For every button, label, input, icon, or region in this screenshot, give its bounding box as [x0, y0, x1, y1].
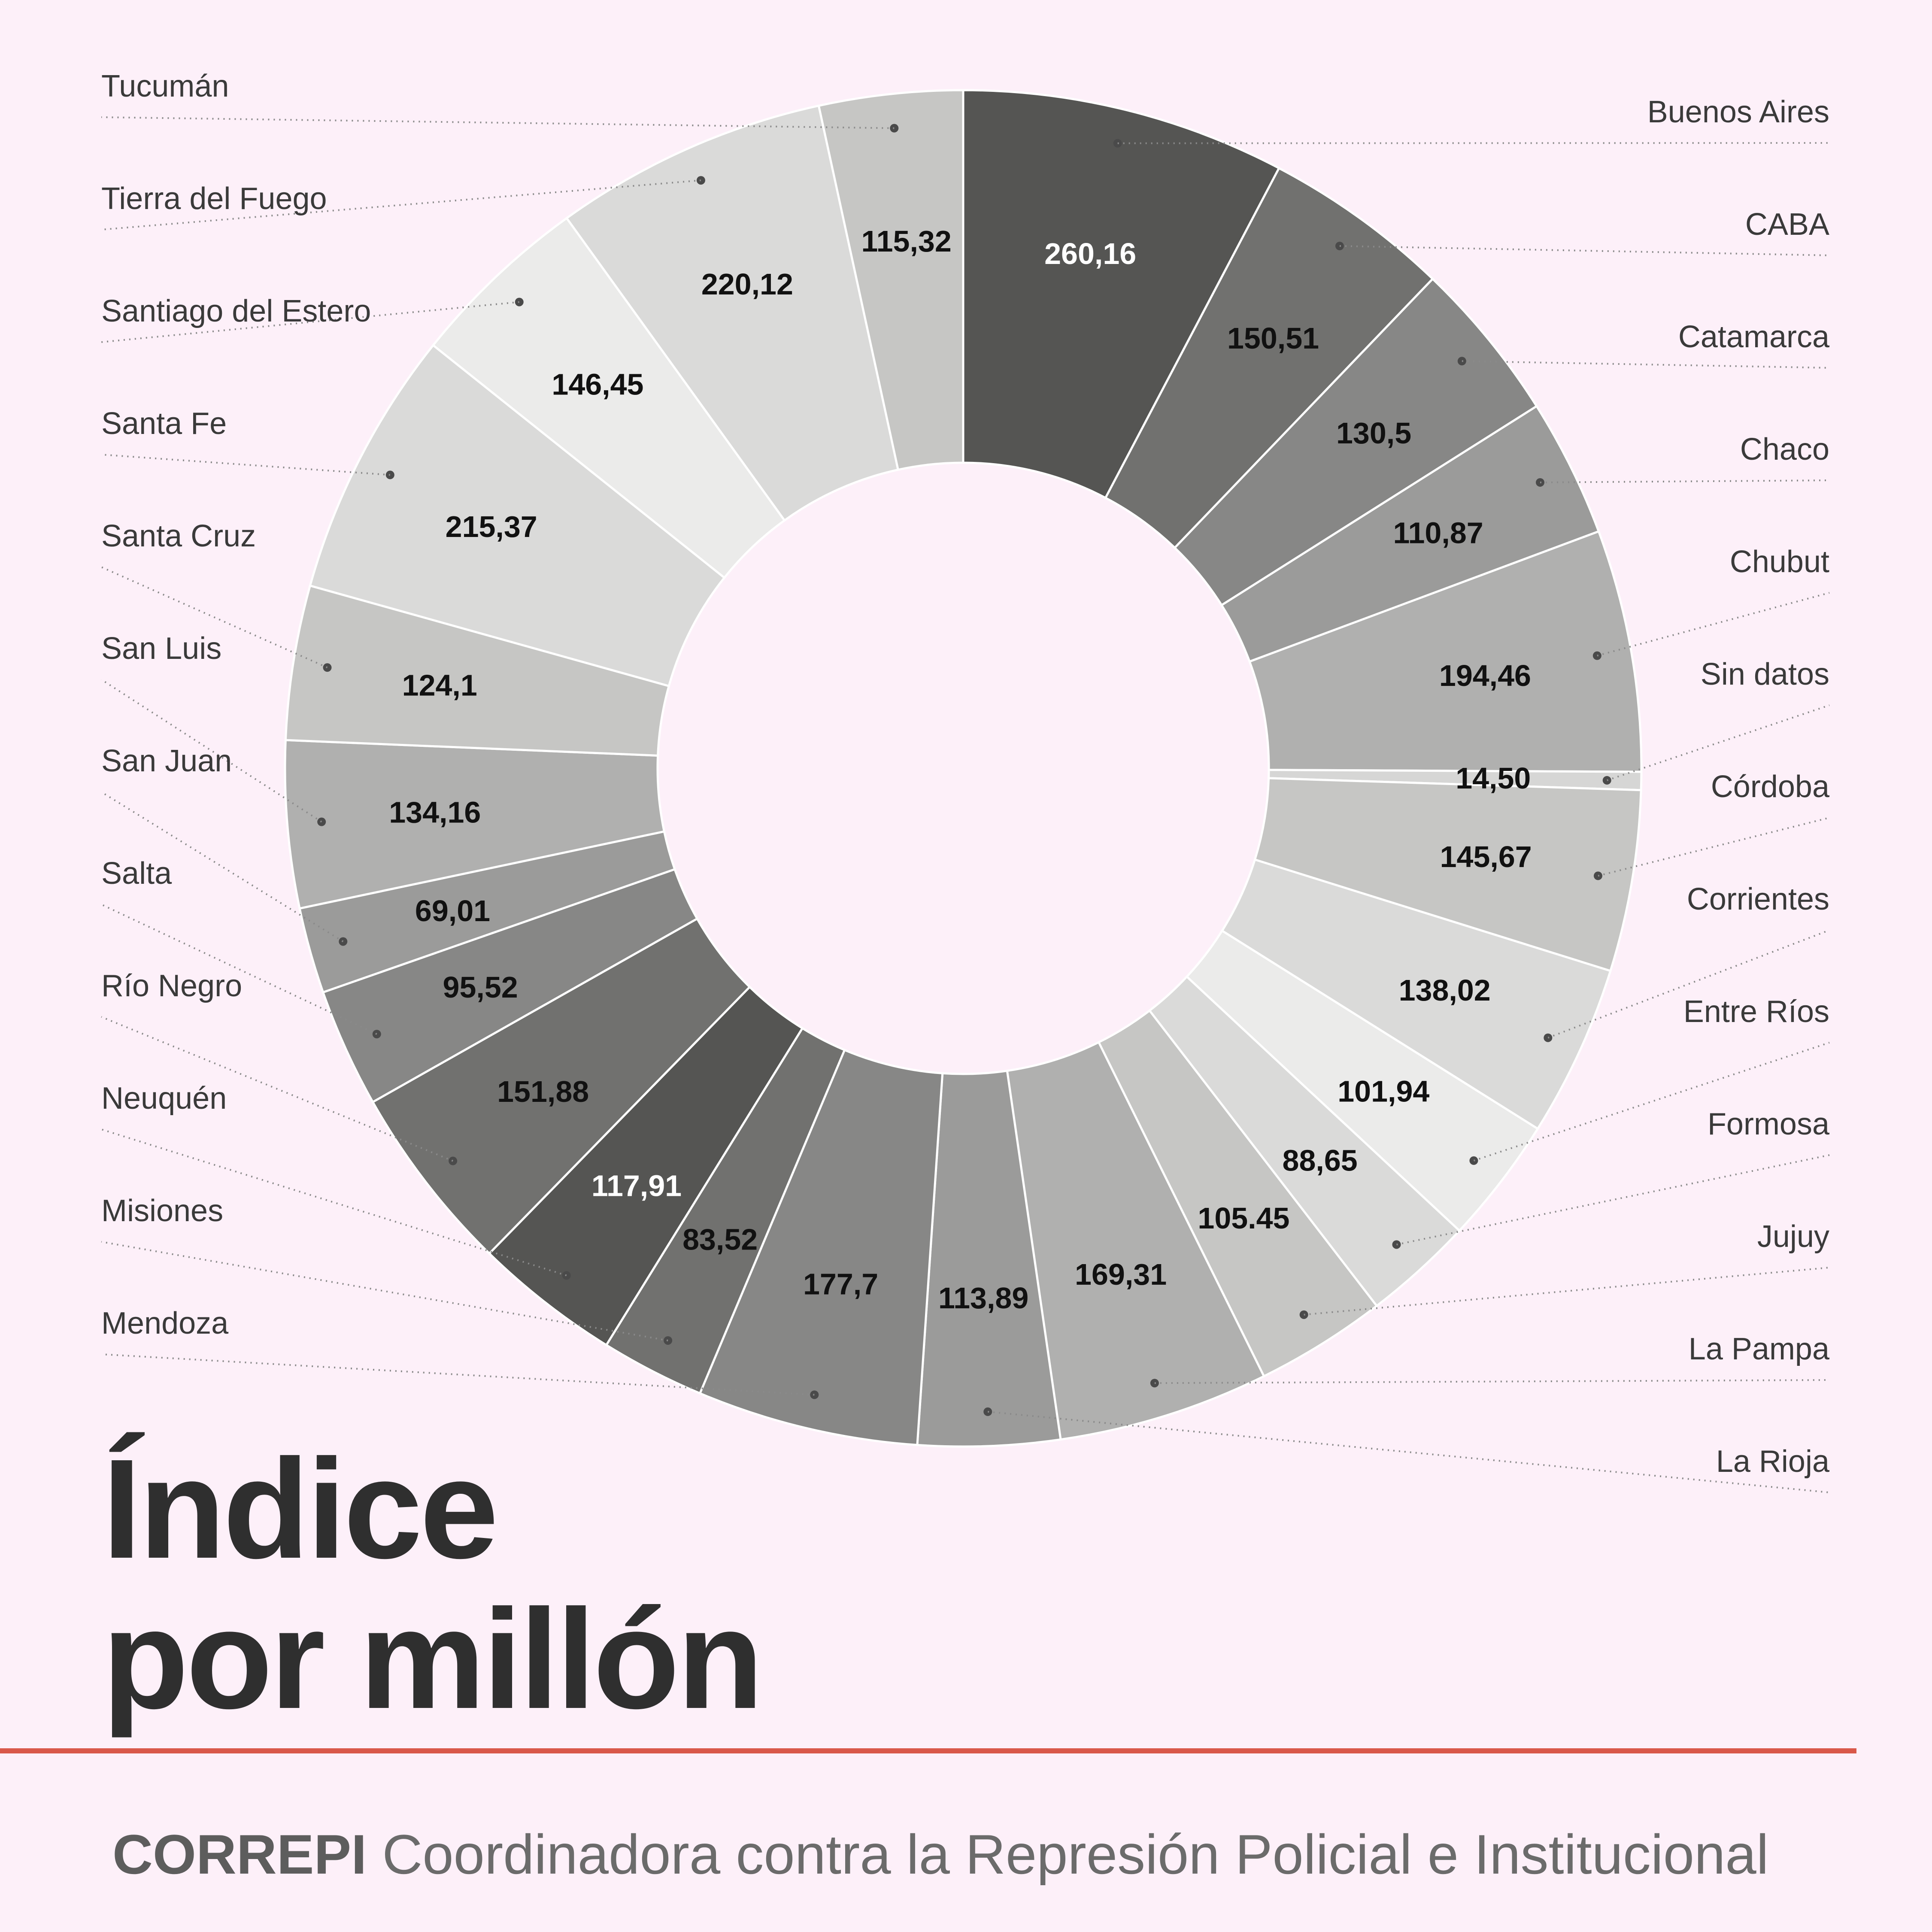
- leader-line: [101, 1016, 453, 1162]
- leader-line: [1339, 245, 1830, 256]
- value-label-catamarca: 130,5: [1336, 416, 1411, 450]
- leader-line: [101, 454, 390, 476]
- value-label-santiago-del-estero: 146,45: [552, 368, 643, 401]
- leader-line: [1462, 360, 1830, 369]
- slice-tucuman: [817, 89, 964, 471]
- chart-title: Índice por millón: [102, 1429, 764, 1738]
- value-label-salta: 95,52: [443, 971, 518, 1004]
- slice-la-pampa: [1006, 1040, 1265, 1441]
- value-label-jujuy: 105.45: [1198, 1201, 1289, 1235]
- chart-title-line1: Índice: [102, 1429, 499, 1588]
- value-label-santa-fe: 215,37: [446, 510, 537, 543]
- leader-line: [101, 1241, 668, 1341]
- category-label-misiones: Misiones: [101, 1194, 223, 1228]
- leader-line: [1473, 1042, 1830, 1162]
- leader-line: [1607, 704, 1830, 781]
- category-label-catamarca: Catamarca: [1678, 320, 1830, 354]
- category-label-la-rioja: La Rioja: [1716, 1444, 1830, 1479]
- leader-line: [100, 679, 322, 823]
- value-label-cordoba: 145,67: [1440, 840, 1532, 873]
- footer-org-name: Coordinadora contra la Represión Policia…: [382, 1823, 1769, 1886]
- value-label-chubut: 194,46: [1439, 659, 1531, 692]
- category-label-chaco: Chaco: [1740, 432, 1829, 467]
- footer-credit: CORREPI Coordinadora contra la Represión…: [112, 1820, 1769, 1889]
- leader-line: [101, 116, 895, 129]
- slice-santiago-del-estero: [431, 216, 786, 579]
- category-label-corrientes: Corrientes: [1687, 882, 1829, 916]
- chart-title-line2: por millón: [102, 1580, 764, 1738]
- category-label-salta: Salta: [101, 856, 172, 891]
- value-label-la-rioja: 113,89: [938, 1281, 1028, 1315]
- category-label-buenos-aires: Buenos Aires: [1647, 95, 1829, 129]
- category-label-sin-datos: Sin datos: [1701, 657, 1829, 692]
- category-label-santiago-del-estero: Santiago del Estero: [101, 294, 371, 328]
- category-label-san-luis: San Luis: [101, 631, 221, 666]
- value-label-san-luis: 134,16: [389, 796, 481, 829]
- value-label-chaco: 110,87: [1393, 516, 1483, 550]
- footer-divider: [0, 1748, 1856, 1753]
- leader-line: [1540, 479, 1830, 483]
- value-label-misiones: 83,52: [682, 1222, 758, 1256]
- value-label-corrientes: 138,02: [1399, 974, 1491, 1007]
- category-label-rio-negro: Río Negro: [101, 969, 242, 1003]
- category-label-tucuman: Tucumán: [101, 69, 229, 103]
- category-label-neuquen: Neuquén: [101, 1081, 227, 1116]
- value-label-buenos-aires: 260,16: [1044, 237, 1136, 270]
- category-label-caba: CABA: [1745, 207, 1829, 242]
- category-label-la-pampa: La Pampa: [1689, 1332, 1830, 1366]
- slice-caba: [1104, 167, 1435, 549]
- value-label-neuquen: 117,91: [591, 1169, 682, 1203]
- value-label-sin-datos: 14,50: [1456, 761, 1531, 795]
- value-labels: 260,16 150,51 130,5 110,87 194,46 14,50 145,67…: [389, 224, 1532, 1315]
- leader-line: [1598, 817, 1830, 877]
- value-label-mendoza: 177,7: [803, 1268, 878, 1301]
- category-label-san-juan: San Juan: [101, 744, 232, 778]
- category-label-tierra-del-fuego: Tierra del Fuego: [101, 182, 327, 216]
- leader-lines: [100, 116, 1830, 1493]
- leader-line: [1154, 1379, 1830, 1384]
- leader-line: [101, 904, 377, 1035]
- value-label-formosa: 88,65: [1283, 1143, 1358, 1177]
- value-label-san-juan: 69,01: [415, 894, 490, 928]
- leader-line: [1597, 592, 1830, 657]
- slice-buenos-aires: [962, 89, 1281, 500]
- category-label-cordoba: Córdoba: [1711, 770, 1830, 804]
- slice-mendoza: [698, 1048, 944, 1447]
- category-label-santa-fe: Santa Fe: [101, 406, 227, 441]
- value-label-santa-cruz: 124,1: [402, 669, 477, 702]
- category-label-mendoza: Mendoza: [101, 1306, 229, 1341]
- category-label-formosa: Formosa: [1708, 1107, 1830, 1141]
- category-label-entre-rios: Entre Ríos: [1683, 995, 1829, 1029]
- footer-org: CORREPI: [112, 1823, 367, 1886]
- category-label-chubut: Chubut: [1730, 545, 1829, 579]
- value-label-tucuman: 115,32: [861, 224, 952, 258]
- value-label-caba: 150,51: [1227, 321, 1319, 355]
- category-label-jujuy: Jujuy: [1757, 1219, 1829, 1254]
- category-label-santa-cruz: Santa Cruz: [101, 519, 256, 553]
- donut-slices: [284, 89, 1643, 1448]
- value-label-tierra-del-fuego: 220,12: [701, 267, 793, 301]
- value-label-la-pampa: 169,31: [1075, 1258, 1167, 1291]
- leader-line: [1396, 1154, 1830, 1246]
- category-labels: Buenos Aires CABA Catamarca Chaco Chubut Sin …: [101, 69, 1830, 1479]
- slice-chubut: [1248, 530, 1643, 773]
- value-label-rio-negro: 151,88: [497, 1075, 589, 1108]
- value-label-entre-rios: 101,94: [1338, 1074, 1429, 1108]
- slice-santa-fe: [309, 343, 726, 688]
- leader-line: [101, 566, 328, 669]
- slice-tierra-del-fuego: [565, 104, 900, 522]
